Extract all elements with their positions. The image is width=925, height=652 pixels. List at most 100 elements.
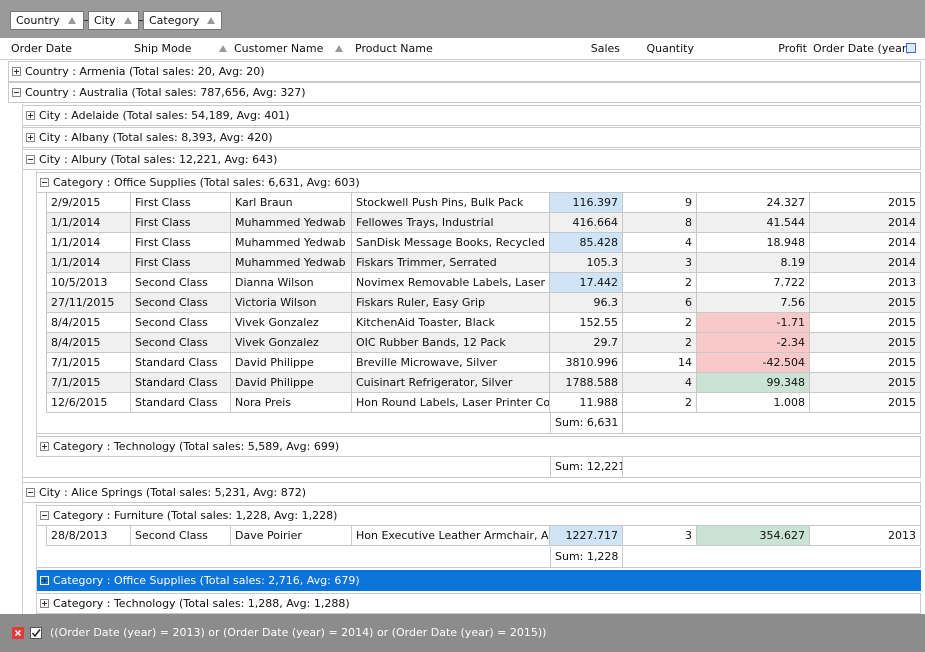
table-cell[interactable]: 28/8/2013 [46,526,131,546]
filter-icons[interactable] [12,626,44,640]
table-cell[interactable]: 1227.717 [550,526,623,546]
table-cell[interactable]: 2015 [810,353,921,373]
expand-button[interactable] [40,599,49,608]
table-cell[interactable]: 2015 [810,313,921,333]
table-cell[interactable]: 1/1/2014 [46,233,131,253]
table-cell[interactable]: 2014 [810,213,921,233]
table-cell[interactable]: First Class [131,193,231,213]
table-cell[interactable]: 8/4/2015 [46,333,131,353]
table-cell[interactable]: Dave Poirier [231,526,352,546]
table-cell[interactable]: Victoria Wilson [231,293,352,313]
table-cell[interactable]: 85.428 [550,233,623,253]
table-cell[interactable]: 7.56 [697,293,810,313]
table-cell[interactable]: Fiskars Trimmer, Serrated [352,253,550,273]
table-cell[interactable]: 2/9/2015 [46,193,131,213]
table-cell[interactable]: First Class [131,233,231,253]
column-header[interactable]: Customer Name [231,39,352,59]
column-header[interactable]: Order Date [8,39,131,59]
expand-button[interactable] [40,178,49,187]
table-cell[interactable]: Standard Class [131,353,231,373]
table-cell[interactable]: 2 [623,313,697,333]
column-header[interactable]: Sales [550,39,623,59]
table-cell[interactable]: 2015 [810,193,921,213]
table-cell[interactable]: 1/1/2014 [46,213,131,233]
table-cell[interactable]: David Philippe [231,353,352,373]
table-cell[interactable]: 2015 [810,373,921,393]
table-cell[interactable]: David Philippe [231,373,352,393]
table-cell[interactable]: 2015 [810,393,921,413]
table-cell[interactable]: Breville Microwave, Silver [352,353,550,373]
table-cell[interactable]: OIC Rubber Bands, 12 Pack [352,333,550,353]
table-cell[interactable]: 4 [623,233,697,253]
column-header[interactable]: Ship Mode [131,39,231,59]
table-cell[interactable]: -42.504 [697,353,810,373]
table-cell[interactable]: Novimex Removable Labels, Laser Prin [352,273,550,293]
table-cell[interactable]: Hon Executive Leather Armchair, Adjus [352,526,550,546]
table-cell[interactable]: Standard Class [131,393,231,413]
expand-button[interactable] [12,67,21,76]
expand-button[interactable] [26,488,35,497]
table-cell[interactable]: Dianna Wilson [231,273,352,293]
column-header[interactable]: Profit [697,39,810,59]
table-cell[interactable]: 29.7 [550,333,623,353]
expand-button[interactable] [40,511,49,520]
column-header[interactable]: Order Date (year) [810,39,921,59]
table-cell[interactable]: Second Class [131,526,231,546]
table-cell[interactable]: 6 [623,293,697,313]
table-cell[interactable]: 27/11/2015 [46,293,131,313]
table-cell[interactable]: 11.988 [550,393,623,413]
expand-button[interactable] [40,576,49,585]
table-cell[interactable]: Second Class [131,333,231,353]
table-cell[interactable]: 17.442 [550,273,623,293]
table-cell[interactable]: 2013 [810,526,921,546]
table-cell[interactable]: Second Class [131,273,231,293]
expand-button[interactable] [12,88,21,97]
table-cell[interactable]: 18.948 [697,233,810,253]
table-cell[interactable]: 2014 [810,253,921,273]
table-cell[interactable]: 416.664 [550,213,623,233]
column-header[interactable]: Quantity [623,39,697,59]
table-cell[interactable]: Muhammed Yedwab [231,253,352,273]
table-cell[interactable]: 96.3 [550,293,623,313]
table-cell[interactable]: 3 [623,253,697,273]
table-cell[interactable]: SanDisk Message Books, Recycled [352,233,550,253]
table-cell[interactable]: 8/4/2015 [46,313,131,333]
table-cell[interactable]: 24.327 [697,193,810,213]
table-cell[interactable]: 7/1/2015 [46,353,131,373]
expand-button[interactable] [26,155,35,164]
group-chip[interactable]: City [88,11,139,30]
table-cell[interactable]: Muhammed Yedwab [231,233,352,253]
table-cell[interactable]: Hon Round Labels, Laser Printer Comp [352,393,550,413]
table-cell[interactable]: 2013 [810,273,921,293]
table-cell[interactable]: 8.19 [697,253,810,273]
expand-button[interactable] [40,442,49,451]
table-cell[interactable]: -1.71 [697,313,810,333]
table-cell[interactable]: 12/6/2015 [46,393,131,413]
table-cell[interactable]: 2 [623,273,697,293]
expand-button[interactable] [26,133,35,142]
table-cell[interactable]: 7/1/2015 [46,373,131,393]
table-cell[interactable]: 2 [623,333,697,353]
expand-button[interactable] [26,111,35,120]
table-cell[interactable]: 152.55 [550,313,623,333]
table-cell[interactable]: 14 [623,353,697,373]
table-cell[interactable]: 4 [623,373,697,393]
table-cell[interactable]: 41.544 [697,213,810,233]
table-cell[interactable]: Vivek Gonzalez [231,333,352,353]
table-cell[interactable]: 2015 [810,333,921,353]
table-cell[interactable]: Nora Preis [231,393,352,413]
table-cell[interactable]: 1/1/2014 [46,253,131,273]
table-cell[interactable]: 7.722 [697,273,810,293]
table-cell[interactable]: KitchenAid Toaster, Black [352,313,550,333]
table-cell[interactable]: Cuisinart Refrigerator, Silver [352,373,550,393]
table-cell[interactable]: 1.008 [697,393,810,413]
table-cell[interactable]: 10/5/2013 [46,273,131,293]
group-chip[interactable]: Category [143,11,222,30]
group-chip[interactable]: Country [10,11,84,30]
table-cell[interactable]: 3810.996 [550,353,623,373]
table-cell[interactable]: Fiskars Ruler, Easy Grip [352,293,550,313]
table-cell[interactable]: 2015 [810,293,921,313]
table-cell[interactable]: 116.397 [550,193,623,213]
table-cell[interactable]: 1788.588 [550,373,623,393]
table-cell[interactable]: First Class [131,213,231,233]
